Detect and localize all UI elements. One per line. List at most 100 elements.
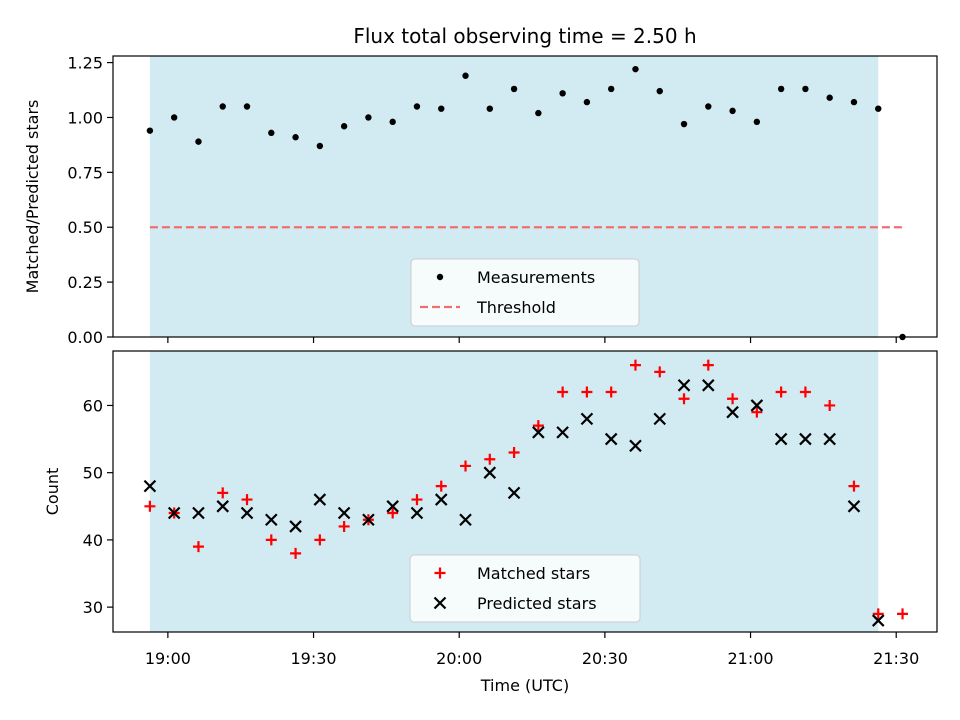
matched-star-point: [557, 386, 569, 398]
predicted-star-point: [580, 412, 594, 426]
measurement-point: [680, 120, 688, 128]
matched-star-point: [387, 507, 399, 519]
predicted-star-point: [240, 506, 254, 520]
predicted-star-point: [289, 520, 302, 533]
measurement-point: [268, 129, 275, 137]
bottom-y-tick-label: 40: [83, 531, 103, 550]
measurement-point: [826, 94, 833, 101]
measurement-point: [243, 103, 251, 110]
measurement-point: [632, 65, 639, 73]
matched-star-point: [435, 480, 447, 492]
measurement-point: [583, 98, 591, 106]
predicted-star-point: [143, 479, 157, 493]
matched-star-point: [702, 359, 714, 371]
measurement-point: [195, 138, 202, 145]
matched-star-point: [654, 366, 666, 378]
bottom-y-tick-label: 30: [83, 598, 103, 617]
top-panel: 0.00 0.25 0.50 0.75 1.00 1.25 Matched/Predicte…: [23, 54, 938, 347]
predicted-star-point: [871, 614, 885, 627]
predicted-star-point: [702, 379, 715, 392]
predicted-star-point: [483, 466, 497, 479]
measurement-point: [753, 118, 761, 126]
matched-star-point: [678, 393, 690, 405]
matched-star-point: [532, 420, 544, 432]
measurement-point: [705, 103, 712, 110]
measurement-point: [729, 107, 736, 115]
measurement-point: [438, 105, 445, 112]
measurement-point: [146, 127, 154, 134]
chart-title: Flux total observing time = 2.50 h: [353, 24, 696, 48]
predicted-star-point: [750, 399, 764, 412]
predicted-star-point: [799, 432, 812, 446]
matched-star-point: [824, 399, 836, 411]
top-y-tick-label: 0.75: [67, 163, 103, 182]
matched-star-point: [241, 494, 253, 506]
top-axes-frame: [112, 55, 938, 338]
legend-measurements-marker: [436, 273, 444, 281]
top-y-tick-label: 0.50: [67, 218, 103, 237]
measurement-point: [170, 114, 178, 121]
measurement-point: [462, 72, 469, 79]
x-tick-label: 19:00: [145, 649, 191, 668]
matched-star-point: [897, 608, 909, 620]
measurement-point: [365, 114, 372, 121]
predicted-star-point: [216, 500, 230, 513]
measurement-point: [535, 109, 542, 117]
measurement-point: [486, 105, 493, 112]
measurement-point: [413, 103, 421, 110]
measurement-point: [656, 87, 663, 95]
matched-star-point: [265, 534, 277, 546]
predicted-star-point: [507, 486, 521, 500]
matched-star-point: [799, 386, 811, 398]
matched-star-point: [144, 500, 156, 512]
top-y-tick-label: 1.00: [67, 108, 103, 127]
matched-star-point: [848, 480, 860, 492]
predicted-star-point: [434, 493, 448, 506]
predicted-star-point: [265, 513, 278, 527]
bottom-y-tick-label: 50: [83, 464, 103, 483]
measurement-point: [292, 134, 299, 141]
predicted-star-point: [192, 506, 205, 520]
x-tick-label: 21:00: [727, 649, 773, 668]
x-tick-label: 21:30: [873, 649, 919, 668]
predicted-star-point: [532, 426, 545, 439]
matched-star-point: [484, 453, 496, 465]
predicted-star-point: [337, 506, 351, 520]
measurement-point: [510, 85, 518, 93]
measurement-point: [389, 118, 396, 126]
predicted-star-point: [167, 506, 181, 520]
measurement-point: [316, 142, 324, 150]
matched-star-point: [581, 386, 593, 398]
bottom-y-tick-label: 60: [83, 396, 103, 415]
bottom-legend: Matched stars Predicted stars: [409, 554, 641, 623]
predicted-star-point: [386, 500, 399, 513]
bottom-axes-frame: [112, 350, 938, 633]
predicted-star-point: [556, 426, 569, 439]
predicted-star-point: [653, 412, 667, 426]
predicted-star-point: [362, 513, 375, 527]
matched-star-point: [629, 359, 641, 371]
top-legend: Measurements Threshold: [410, 258, 640, 327]
top-legend-box: [410, 258, 640, 327]
matched-star-point: [290, 547, 302, 559]
matched-star-point: [872, 608, 884, 620]
predicted-star-point: [847, 500, 861, 513]
measurement-point: [219, 103, 226, 110]
top-y-tick-label: 0.25: [67, 273, 103, 292]
matched-star-point: [217, 487, 229, 499]
legend-matched-label: Matched stars: [477, 564, 590, 583]
predicted-star-point: [410, 506, 424, 520]
matched-star-point: [508, 447, 520, 459]
measurement-point: [850, 98, 858, 106]
predicted-star-point: [459, 513, 472, 527]
legend-threshold-label: Threshold: [476, 298, 556, 317]
matched-star-point: [338, 520, 350, 532]
predicted-star-point: [823, 432, 836, 446]
measurement-point: [777, 85, 785, 93]
legend-predicted-label: Predicted stars: [477, 594, 597, 613]
matched-star-point: [314, 534, 326, 546]
x-axis-label: Time (UTC): [480, 676, 569, 695]
bottom-legend-box: [409, 554, 641, 623]
matched-star-point: [727, 393, 739, 405]
